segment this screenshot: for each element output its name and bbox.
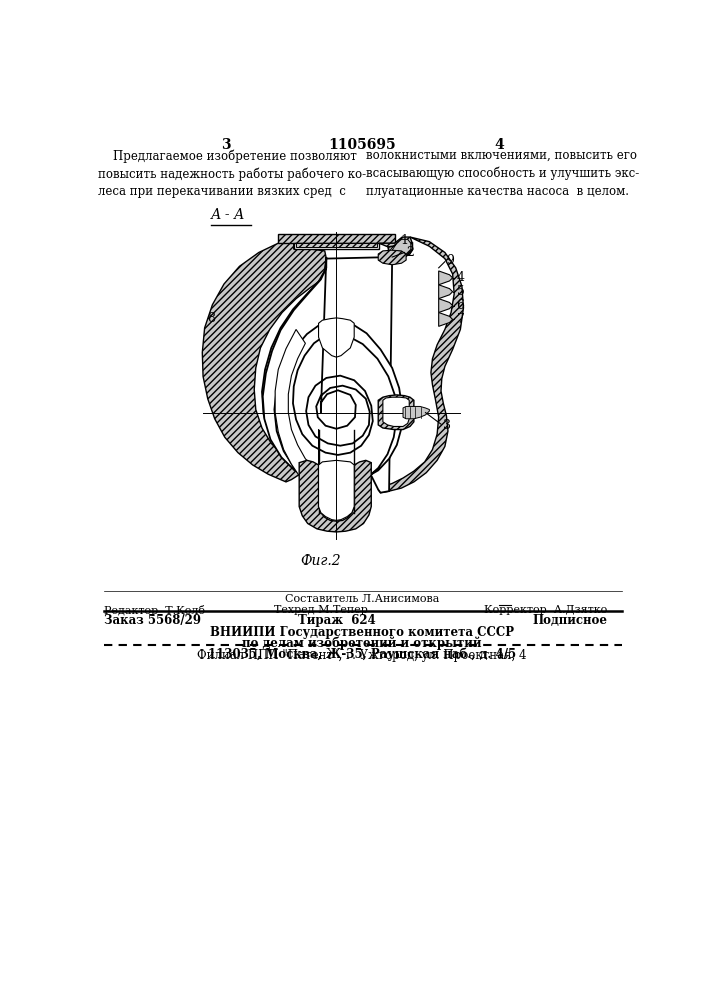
Text: 7: 7 — [457, 313, 464, 326]
Polygon shape — [275, 329, 325, 486]
Text: Редактор  Т.Колб: Редактор Т.Колб — [104, 605, 205, 616]
Text: Подписное: Подписное — [532, 614, 607, 627]
Polygon shape — [438, 299, 452, 312]
Text: 6: 6 — [457, 299, 464, 312]
Text: 5: 5 — [457, 285, 464, 298]
Text: 1: 1 — [401, 234, 409, 247]
Polygon shape — [383, 397, 409, 426]
Polygon shape — [403, 406, 429, 419]
Text: 8: 8 — [207, 312, 215, 325]
Polygon shape — [279, 234, 395, 243]
Text: 113035, Москва, Ж-35, Раушская наб., д. 4/5: 113035, Москва, Ж-35, Раушская наб., д. … — [208, 647, 516, 661]
Polygon shape — [379, 237, 412, 259]
Text: 4: 4 — [457, 271, 464, 284]
Polygon shape — [438, 312, 452, 326]
Polygon shape — [392, 239, 411, 254]
Polygon shape — [296, 243, 377, 247]
Text: Составитель Л.Анисимова: Составитель Л.Анисимова — [285, 594, 439, 604]
Polygon shape — [263, 257, 402, 488]
Text: 1105695: 1105695 — [328, 138, 396, 152]
Polygon shape — [293, 243, 379, 249]
Text: Заказ 5568/29: Заказ 5568/29 — [104, 614, 201, 627]
Polygon shape — [438, 285, 452, 299]
Text: ВНИИПИ Государственного комитета СССР: ВНИИПИ Государственного комитета СССР — [210, 626, 514, 639]
Text: Филиал ППП "Патент", г. Ужгород, ул. Проектная, 4: Филиал ППП "Патент", г. Ужгород, ул. Про… — [197, 649, 527, 662]
Text: Предлагаемое изобретение позволяют
повысить надежность работы рабочего ко-
леса : Предлагаемое изобретение позволяют повыс… — [98, 149, 366, 198]
Text: 2: 2 — [406, 246, 414, 259]
Text: по делам изобретений и открытий: по делам изобретений и открытий — [243, 637, 481, 650]
Polygon shape — [319, 460, 354, 520]
Polygon shape — [378, 250, 406, 265]
Text: Корректор  А.Дзятко: Корректор А.Дзятко — [484, 605, 607, 615]
Polygon shape — [202, 243, 327, 482]
Text: Фиг.2: Фиг.2 — [300, 554, 341, 568]
Text: Техред М.Тепер: Техред М.Тепер — [274, 605, 368, 615]
Text: волокнистыми включениями, повысить его
всасывающую способность и улучшить экс-
п: волокнистыми включениями, повысить его в… — [366, 149, 639, 198]
Polygon shape — [262, 243, 412, 493]
Polygon shape — [378, 395, 414, 430]
Text: 3: 3 — [443, 419, 450, 432]
Polygon shape — [438, 271, 452, 285]
Polygon shape — [299, 460, 371, 532]
Text: 4: 4 — [494, 138, 504, 152]
Polygon shape — [319, 318, 354, 357]
Text: Тираж  624: Тираж 624 — [298, 614, 375, 627]
Text: 3: 3 — [221, 138, 230, 152]
Text: А - А: А - А — [211, 208, 245, 222]
Polygon shape — [378, 237, 464, 493]
Text: 9: 9 — [446, 254, 455, 267]
